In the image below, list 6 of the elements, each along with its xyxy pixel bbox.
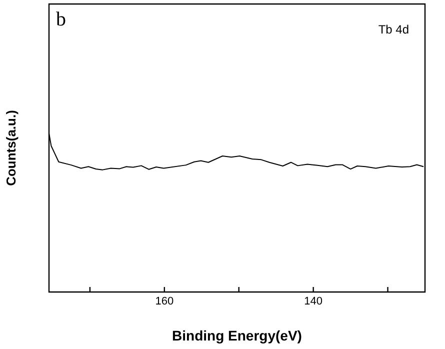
x-tick-label: 160 (155, 296, 174, 308)
text: b (56, 8, 66, 30)
x-tick-label: 140 (304, 296, 322, 308)
x-axis-title: Binding Energy(eV) (172, 327, 302, 344)
y-axis-title: Counts(a.u.) (3, 110, 18, 186)
text: Tb 4d (378, 22, 409, 36)
